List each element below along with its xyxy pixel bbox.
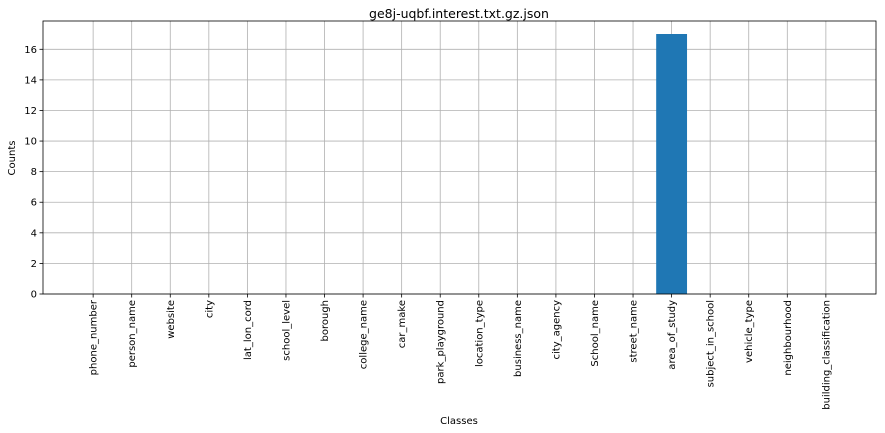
y-tick-label: 6 xyxy=(31,198,37,209)
y-tick-label: 12 xyxy=(24,106,37,117)
x-tick-label: borough xyxy=(320,300,331,342)
y-tick-label: 16 xyxy=(24,45,37,56)
x-tick-label: area_of_study xyxy=(667,300,678,370)
x-tick-label: location_type xyxy=(474,300,485,367)
x-tick-label: phone_number xyxy=(89,299,100,375)
x-tick-label: vehicle_type xyxy=(744,300,755,363)
chart-title: ge8j-uqbf.interest.txt.gz.json xyxy=(369,6,549,21)
x-tick-label: school_level xyxy=(281,300,292,361)
x-tick-label: neighbourhood xyxy=(783,300,794,376)
grid-lines xyxy=(43,21,876,295)
x-tick-label: street_name xyxy=(629,300,640,363)
y-tick-label: 2 xyxy=(31,259,37,270)
x-tick-label: lat_lon_cord xyxy=(243,300,254,360)
x-axis-ticks: phone_number person_name website city lat_lo… xyxy=(89,294,832,410)
x-tick-label: city_agency xyxy=(551,300,562,360)
x-tick-label: School_name xyxy=(590,300,601,367)
x-tick-label: person_name xyxy=(127,300,138,368)
y-axis-label: Counts xyxy=(7,141,18,176)
y-tick-label: 14 xyxy=(24,75,37,86)
plot-area-frame xyxy=(42,20,877,295)
y-tick-label: 8 xyxy=(31,167,37,178)
bar xyxy=(656,34,688,294)
x-tick-label: city xyxy=(204,300,215,318)
y-tick-label: 10 xyxy=(24,137,37,148)
x-axis-label: Classes xyxy=(440,416,478,427)
y-tick-label: 4 xyxy=(31,228,37,239)
x-tick-label: business_name xyxy=(513,300,524,377)
y-tick-label: 0 xyxy=(31,290,37,301)
x-tick-label: subject_in_school xyxy=(706,300,717,387)
x-tick-label: website xyxy=(166,300,177,339)
x-tick-label: college_name xyxy=(359,300,370,369)
x-tick-label: park_playground xyxy=(436,300,447,384)
bars xyxy=(656,34,688,294)
x-tick-label: car_make xyxy=(397,300,408,348)
x-tick-label: building_classification xyxy=(821,300,832,410)
y-axis-ticks: 0 2 4 6 8 10 12 14 16 xyxy=(24,45,43,301)
